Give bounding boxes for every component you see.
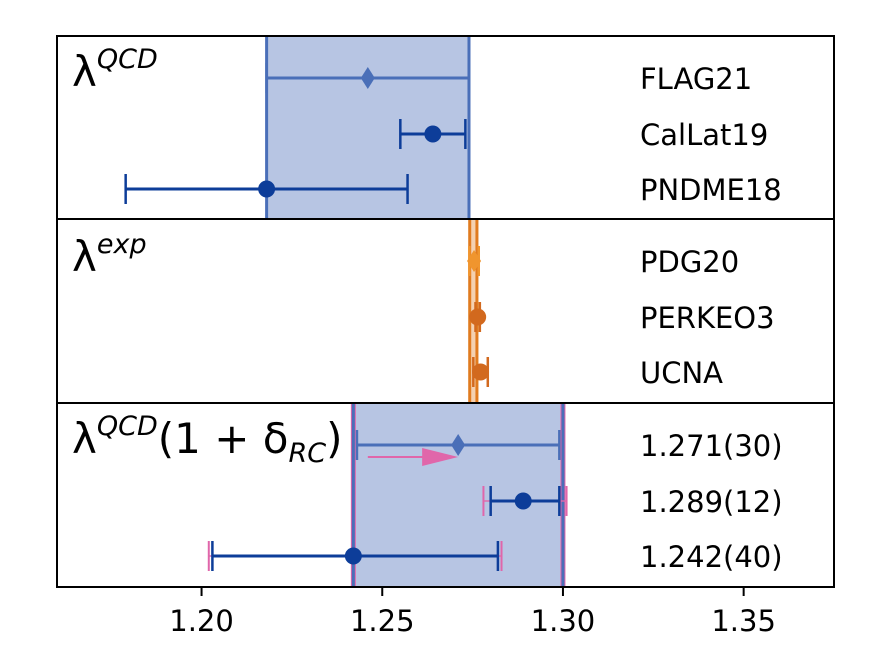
x-tick-label: 1.20 [169, 604, 234, 638]
data-point-diamond [451, 434, 466, 456]
shift-arrow-head [422, 448, 459, 466]
point-label: UCNA [640, 356, 723, 390]
x-tick-label: 1.30 [531, 604, 596, 638]
data-point-circle [424, 125, 442, 143]
x-tick-label: 1.25 [350, 604, 415, 638]
band-fill [353, 403, 563, 587]
points-layer [124, 63, 568, 571]
x-tick-label: 1.35 [711, 604, 776, 638]
point-label: FLAG21 [640, 62, 752, 96]
point-label: 1.242(40) [640, 540, 783, 574]
band-fill [266, 36, 469, 219]
text-layer: FLAG21 CalLat19 PNDME18 λQCD PDG20 PERKEO3 UCN… [72, 44, 783, 638]
panel-frame [56, 402, 835, 588]
data-point-circle [258, 180, 276, 198]
panel-label: λQCD(1 + δRC) [72, 411, 342, 469]
data-point-diamond [360, 67, 375, 89]
point-label: PNDME18 [640, 173, 782, 207]
data-point-circle [469, 308, 487, 326]
data-point-diamond [467, 250, 482, 272]
panel-label: λQCD [72, 44, 158, 96]
data-point-circle [472, 363, 490, 381]
panel-label: λexp [72, 229, 147, 281]
point-label: 1.271(30) [640, 429, 783, 463]
point-label: PDG20 [640, 245, 739, 279]
data-point-circle [514, 492, 532, 510]
data-point-circle [344, 547, 362, 565]
frame-layer [56, 35, 835, 596]
point-label: CalLat19 [640, 118, 768, 152]
point-label: PERKEO3 [640, 301, 775, 335]
point-label: 1.289(12) [640, 485, 783, 519]
